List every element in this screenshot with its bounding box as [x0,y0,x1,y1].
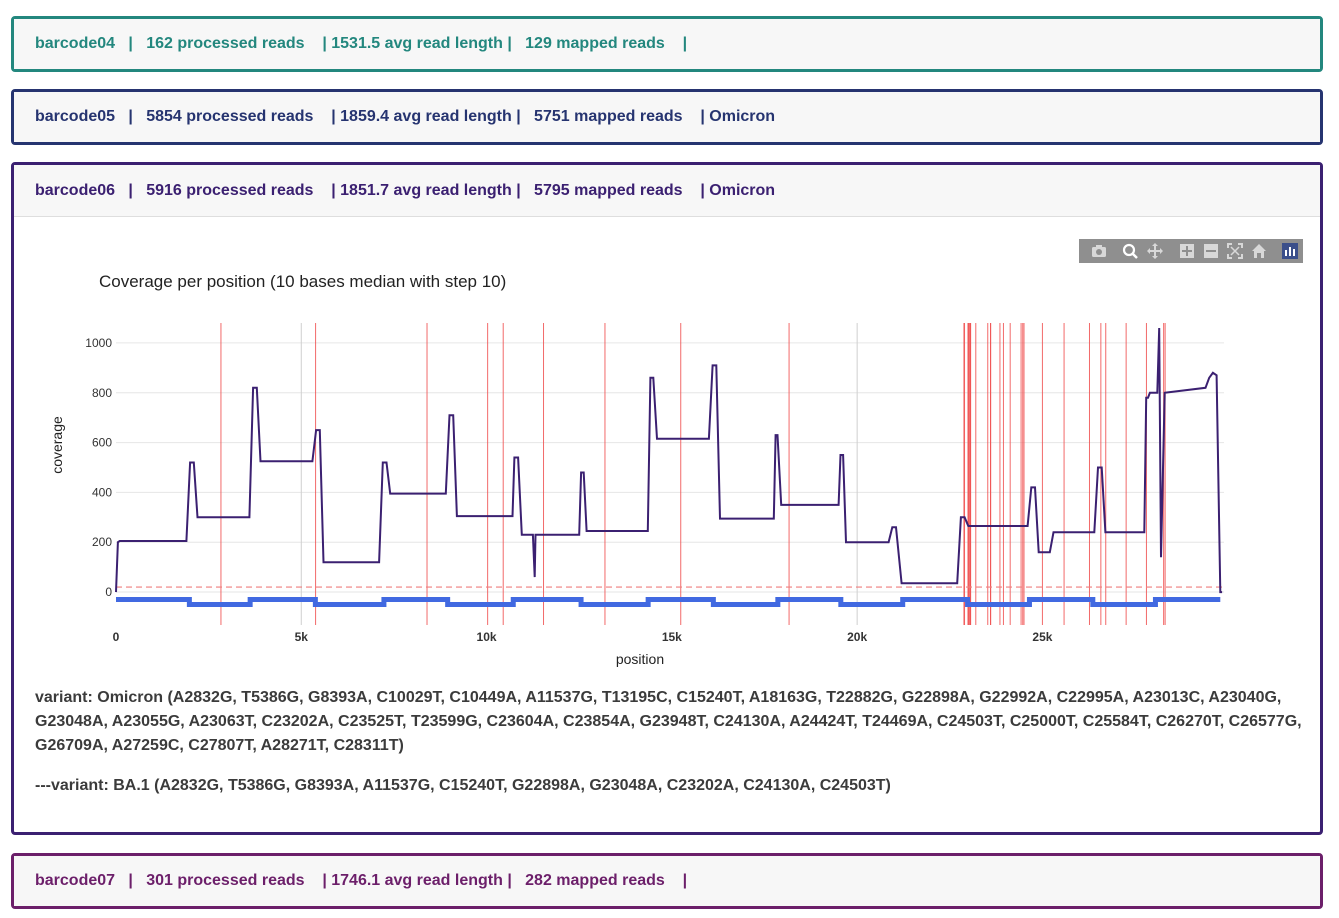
x-tick-label: 15k [662,630,682,644]
plotly-logo-icon[interactable] [1282,243,1298,259]
barcode-body: Coverage per position (10 bases median w… [14,216,1320,833]
barcode-card-06[interactable]: barcode06 | 5916 processed reads | 1851.… [11,162,1323,835]
variant-call: | Omicron [700,108,776,125]
barcode-header[interactable]: barcode04 | 162 processed reads | 1531.5… [14,19,1320,69]
autoscale-icon[interactable] [1227,243,1243,259]
pan-icon[interactable] [1147,243,1163,259]
x-tick-label: 10k [477,630,497,644]
separator: | [128,181,133,199]
avg-read-length: | 1851.7 avg read length | [331,181,521,199]
barcode-name: barcode04 [35,35,116,52]
coverage-chart: 0 200 400 600 800 1000 0 5k 10k 15k 20k 25k position… [49,323,1224,667]
reset-axes-icon[interactable] [1251,243,1267,259]
x-axis-title: position [616,651,664,667]
mapped-reads: 5751 mapped reads [534,108,683,125]
y-tick-label: 400 [92,485,112,499]
avg-read-length: | 1746.1 avg read length | [322,872,512,889]
barcode-name: barcode06 [35,181,116,199]
camera-icon[interactable] [1091,243,1107,259]
y-tick-label: 200 [92,535,112,549]
barcode-card-04[interactable]: barcode04 | 162 processed reads | 1531.5… [11,16,1323,72]
y-tick-label: 1000 [85,336,112,350]
separator: | [128,108,133,125]
variant-summary: variant: Omicron (A2832G, T5386G, G8393A… [35,689,1302,754]
variant-call: | Omicron [700,181,776,199]
processed-reads: 301 processed reads [146,872,305,889]
amplicon-track [116,597,1221,608]
mapped-reads: 5795 mapped reads [534,181,683,199]
chart-title: Coverage per position (10 bases median w… [99,272,507,291]
processed-reads: 5916 processed reads [146,181,314,199]
y-tick-label: 600 [92,436,112,450]
x-tick-label: 5k [295,630,309,644]
separator: | [128,35,133,52]
variant-call: | [682,35,688,52]
barcode-header[interactable]: barcode05 | 5854 processed reads | 1859.… [14,92,1320,142]
barcode-card-07[interactable]: barcode07 | 301 processed reads | 1746.1… [11,853,1323,909]
zoom-out-icon[interactable] [1203,243,1219,259]
barcode-name: barcode05 [35,108,116,125]
barcode-header[interactable]: barcode07 | 301 processed reads | 1746.1… [14,856,1320,906]
barcode-header[interactable]: barcode06 | 5916 processed reads | 1851.… [14,165,1320,216]
x-tick-label: 25k [1032,630,1052,644]
plot-toolbar [1079,239,1303,263]
mapped-reads: 129 mapped reads [525,35,665,52]
zoom-in-icon[interactable] [1179,243,1195,259]
y-axis-title: coverage [49,416,65,474]
x-tick-label: 0 [113,630,120,644]
barcode-card-05[interactable]: barcode05 | 5854 processed reads | 1859.… [11,89,1323,145]
processed-reads: 5854 processed reads [146,108,314,125]
barcode-name: barcode07 [35,872,116,889]
coverage-line [115,327,1223,594]
variant-call: | [682,872,688,889]
x-tick-label: 20k [847,630,867,644]
avg-read-length: | 1531.5 avg read length | [322,35,512,52]
processed-reads: 162 processed reads [146,35,305,52]
mapped-reads: 282 mapped reads [525,872,665,889]
separator: | [128,872,133,889]
y-tick-label: 0 [105,585,112,599]
zoom-icon[interactable] [1122,243,1138,259]
subvariant-summary: ---variant: BA.1 (A2832G, T5386G, G8393A… [35,777,891,794]
y-tick-label: 800 [92,386,112,400]
avg-read-length: | 1859.4 avg read length | [331,108,521,125]
